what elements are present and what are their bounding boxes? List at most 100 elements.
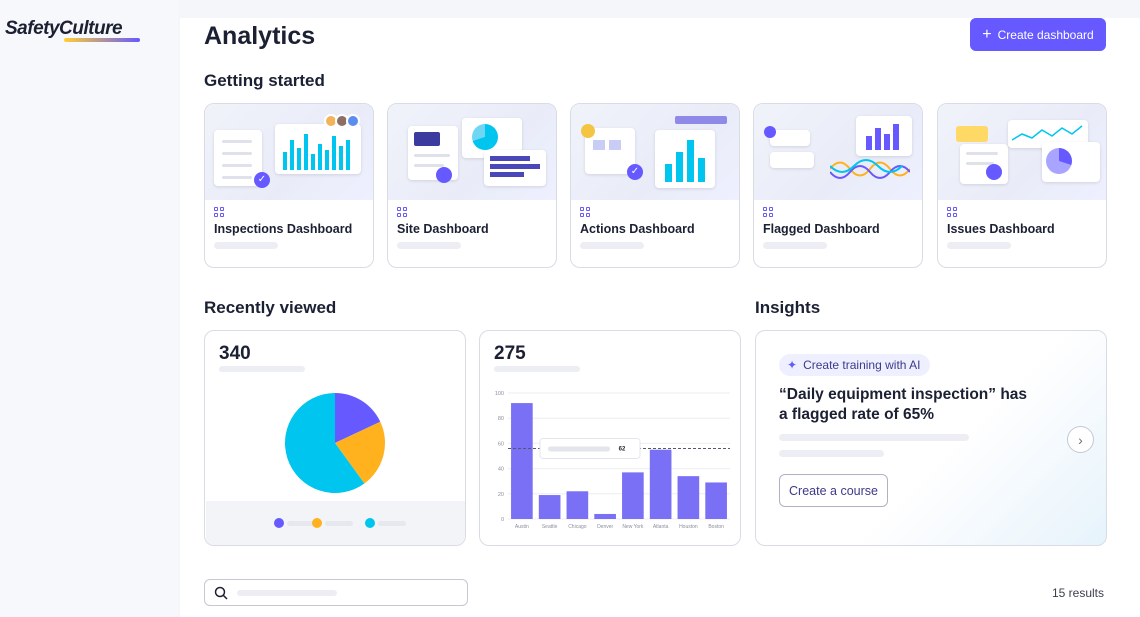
pie-card-number: 340 <box>219 343 251 364</box>
recently-viewed-title: Recently viewed <box>204 298 337 317</box>
card-label: Flagged Dashboard <box>763 222 880 236</box>
issues-dashboard-card[interactable]: Issues Dashboard <box>937 103 1107 268</box>
flag-paper <box>770 130 810 146</box>
flag-icon <box>764 126 776 138</box>
insight-placeholder-line <box>779 434 969 441</box>
insight-text: “Daily equipment inspection” has a flagg… <box>779 386 1028 423</box>
pie-mini <box>472 124 498 150</box>
building-icon <box>414 132 440 146</box>
y-tick-label: 100 <box>495 391 504 397</box>
x-tick-label: Boston <box>708 524 724 530</box>
card-label: Actions Dashboard <box>580 222 695 236</box>
legend-dot <box>365 518 375 528</box>
create-course-button[interactable]: Create a course <box>779 474 888 507</box>
pie-slice <box>285 393 365 493</box>
bar <box>705 482 727 519</box>
card-label: Issues Dashboard <box>947 222 1055 236</box>
y-tick-label: 0 <box>501 517 504 523</box>
legend-label-placeholder <box>325 521 353 526</box>
dashboard-grid-icon <box>763 207 773 217</box>
x-tick-label: Houston <box>679 524 698 530</box>
check-icon: ✓ <box>627 164 643 180</box>
legend-label-placeholder <box>378 521 406 526</box>
checklist-paper <box>214 130 262 186</box>
insight-placeholder-line <box>779 450 884 457</box>
x-tick-label: Austin <box>515 524 529 530</box>
actions-illustration: ✓ <box>571 104 739 200</box>
card-subtitle-placeholder <box>947 242 1011 249</box>
dashboard-grid-icon <box>947 207 957 217</box>
hbar-paper <box>484 150 546 186</box>
bar-card-number: 275 <box>494 343 526 364</box>
insights-card: ✦ Create training with AI “Daily equipme… <box>755 330 1107 546</box>
site-illustration <box>388 104 556 200</box>
action-paper <box>585 128 635 174</box>
x-tick-label: Denver <box>597 524 613 530</box>
create-dashboard-button[interactable]: + Create dashboard <box>970 18 1106 51</box>
x-tick-label: Atlanta <box>653 524 669 530</box>
check-icon: ✓ <box>254 172 270 188</box>
bar-dashboard-card[interactable]: 275 0 20 40 60 80 100 Austin Seattle Chicago Denv… <box>479 330 741 546</box>
search-input[interactable] <box>204 579 468 606</box>
ai-pill-label: Create training with AI <box>803 358 921 372</box>
insights-title: Insights <box>755 298 821 317</box>
search-placeholder <box>237 590 337 596</box>
flagged-dashboard-card[interactable]: Flagged Dashboard <box>753 103 923 268</box>
bar-chart-paper <box>275 124 361 174</box>
bar-card-subtitle-placeholder <box>494 366 580 372</box>
card-label: Site Dashboard <box>397 222 489 236</box>
main-content: Analytics + Create dashboard Getting sta… <box>180 18 1140 617</box>
legend-label-placeholder <box>287 521 315 526</box>
avatar <box>346 114 360 128</box>
x-tick-label: Seattle <box>542 524 558 530</box>
search-icon <box>214 586 228 600</box>
dashboard-grid-icon <box>580 207 590 217</box>
page-title: Analytics <box>204 22 316 50</box>
bar-chart: 0 20 40 60 80 100 Austin Seattle Chicago Denver Ne… <box>495 391 730 530</box>
y-tick-label: 80 <box>498 416 504 422</box>
pie-slice <box>335 421 385 484</box>
dashboard-grid-icon <box>214 207 224 217</box>
pie-dashboard-card[interactable]: 340 <box>204 330 466 546</box>
reference-label: 62 <box>619 446 626 452</box>
card-label: Inspections Dashboard <box>214 222 353 236</box>
bar <box>594 513 616 519</box>
x-tick-label: New York <box>622 524 644 530</box>
y-tick-label: 60 <box>498 441 504 447</box>
site-dashboard-card[interactable]: Site Dashboard <box>387 103 557 268</box>
flag-paper-2 <box>770 152 814 168</box>
y-tick-label: 20 <box>498 492 504 498</box>
issues-pie-paper <box>1042 142 1100 182</box>
alert-badge-icon <box>986 164 1002 180</box>
create-training-ai-pill[interactable]: ✦ Create training with AI <box>779 354 931 376</box>
card-subtitle-placeholder <box>580 242 644 249</box>
pie-slice <box>335 393 381 443</box>
sparkle-icon: ✦ <box>787 358 798 372</box>
gear-icon <box>956 126 988 142</box>
legend-dot <box>312 518 322 528</box>
wave-lines <box>830 159 910 179</box>
sidebar: SafetyCulture <box>0 0 178 617</box>
location-badge-icon <box>436 167 452 183</box>
x-tick-label: Chicago <box>568 524 587 530</box>
results-count: 15 results <box>1051 586 1104 600</box>
flag-bars-paper <box>856 116 912 156</box>
issues-paper <box>960 144 1008 184</box>
bar <box>511 403 533 519</box>
legend-dot <box>274 518 284 528</box>
inspections-dashboard-card[interactable]: ✓ Inspections Dashboard <box>204 103 374 268</box>
logo-underline <box>64 38 140 42</box>
actions-dashboard-card[interactable]: ✓ Actions Dashboard <box>570 103 740 268</box>
issues-illustration <box>938 104 1106 200</box>
chevron-right-icon[interactable]: › <box>1067 426 1094 453</box>
card-subtitle-placeholder <box>763 242 827 249</box>
getting-started-title: Getting started <box>204 71 325 90</box>
card-subtitle-placeholder <box>214 242 278 249</box>
dashboard-grid-icon <box>397 207 407 217</box>
bar <box>649 449 672 519</box>
pie-card-subtitle-placeholder <box>219 366 305 372</box>
safetyculture-logo[interactable]: SafetyCulture <box>5 18 123 39</box>
bar <box>538 495 561 519</box>
tooltip-placeholder <box>548 446 610 452</box>
bar <box>677 476 700 519</box>
